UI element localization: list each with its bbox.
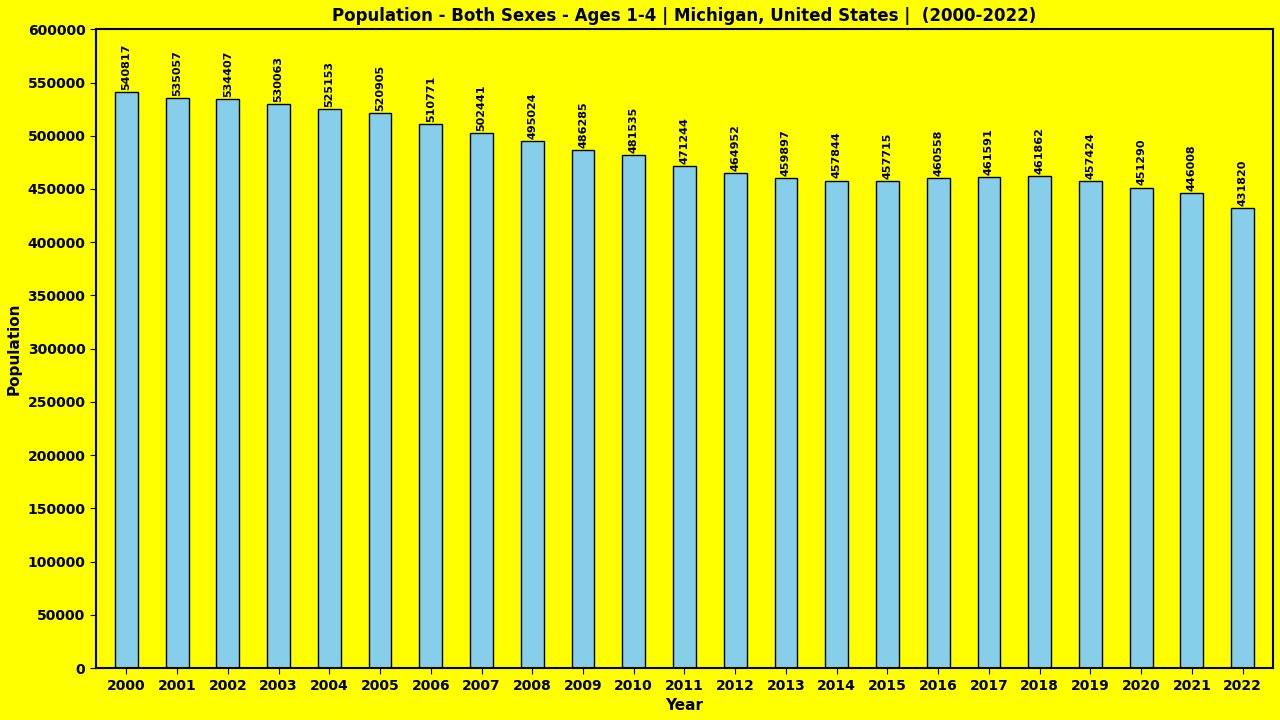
- Bar: [420, 125, 442, 668]
- Text: 457715: 457715: [882, 132, 892, 179]
- Text: 460558: 460558: [933, 129, 943, 176]
- Bar: [369, 114, 392, 668]
- Text: 535057: 535057: [172, 50, 182, 96]
- Text: 451290: 451290: [1137, 139, 1146, 186]
- Bar: [470, 133, 493, 668]
- Bar: [165, 99, 188, 668]
- Bar: [1130, 188, 1152, 668]
- Text: 520905: 520905: [375, 66, 385, 112]
- Bar: [216, 99, 239, 668]
- Bar: [1180, 193, 1203, 668]
- Text: 486285: 486285: [579, 102, 588, 148]
- Bar: [521, 141, 544, 668]
- Bar: [927, 178, 950, 668]
- Text: 525153: 525153: [324, 60, 334, 107]
- Bar: [622, 156, 645, 668]
- Bar: [1028, 176, 1051, 668]
- Text: 431820: 431820: [1238, 160, 1248, 206]
- Bar: [1231, 208, 1254, 668]
- Bar: [673, 166, 696, 668]
- Text: 471244: 471244: [680, 117, 690, 164]
- Text: 540817: 540817: [122, 44, 132, 90]
- Text: 446008: 446008: [1187, 145, 1197, 191]
- Y-axis label: Population: Population: [6, 302, 22, 395]
- Bar: [268, 104, 291, 668]
- Title: Population - Both Sexes - Ages 1-4 | Michigan, United States |  (2000-2022): Population - Both Sexes - Ages 1-4 | Mic…: [333, 7, 1037, 25]
- Bar: [317, 109, 340, 668]
- Text: 481535: 481535: [628, 107, 639, 153]
- Bar: [876, 181, 899, 668]
- Text: 461862: 461862: [1034, 127, 1044, 174]
- X-axis label: Year: Year: [666, 698, 704, 713]
- Text: 464952: 464952: [730, 124, 740, 171]
- Text: 510771: 510771: [426, 76, 435, 122]
- Text: 495024: 495024: [527, 92, 538, 139]
- Bar: [774, 179, 797, 668]
- Text: 461591: 461591: [984, 127, 993, 174]
- Text: 459897: 459897: [781, 130, 791, 176]
- Bar: [115, 92, 138, 668]
- Text: 502441: 502441: [476, 84, 486, 131]
- Text: 457424: 457424: [1085, 132, 1096, 179]
- Text: 534407: 534407: [223, 50, 233, 97]
- Bar: [1079, 181, 1102, 668]
- Text: 457844: 457844: [832, 132, 842, 179]
- Bar: [572, 150, 594, 668]
- Bar: [723, 173, 746, 668]
- Bar: [826, 181, 849, 668]
- Bar: [978, 176, 1001, 668]
- Text: 530063: 530063: [274, 55, 284, 102]
